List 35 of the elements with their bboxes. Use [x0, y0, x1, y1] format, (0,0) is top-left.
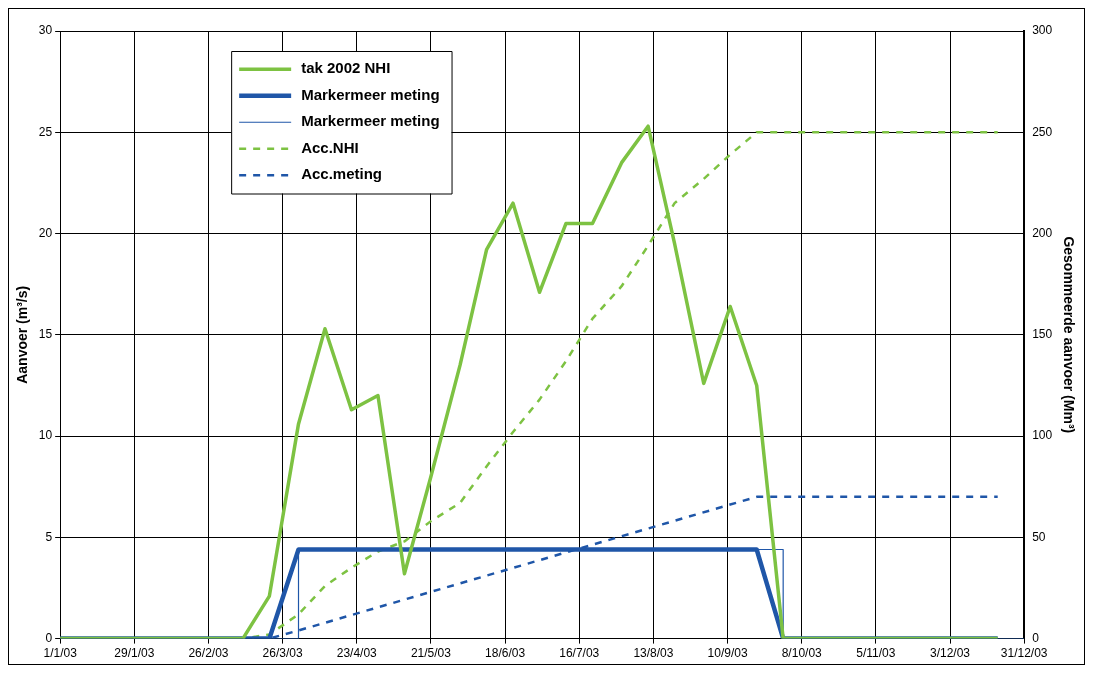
y2-tick-label: 50 [1032, 529, 1046, 544]
x-tick-label: 23/4/03 [336, 646, 378, 661]
legend-label: Acc.NHI [301, 138, 359, 156]
x-tick-label: 18/6/03 [485, 646, 526, 661]
x-tick-label: 16/7/03 [559, 646, 600, 661]
x-tick-label: 13/8/03 [633, 646, 674, 661]
legend-label: Markermeer meting [301, 112, 440, 130]
y-tick-label: 15 [38, 327, 53, 342]
x-tick-label: 21/5/03 [410, 646, 452, 661]
x-tick-label: 5/11/03 [856, 646, 896, 661]
x-tick-label: 29/1/03 [114, 646, 155, 661]
y2-tick-label: 300 [1032, 23, 1053, 38]
y-tick-label: 10 [38, 428, 53, 443]
y2-tick-label: 0 [1032, 630, 1040, 645]
x-tick-label: 1/1/03 [43, 646, 78, 661]
legend-label: Acc.meting [301, 165, 383, 183]
y-tick-label: 0 [45, 630, 53, 645]
y-tick-label: 25 [38, 124, 53, 139]
y2-axis-title: Gesommeerde aanvoer (Mm³) [1060, 236, 1077, 434]
x-tick-label: 8/10/03 [781, 646, 823, 661]
x-tick-label: 3/12/03 [930, 646, 971, 661]
x-tick-label: 26/3/03 [262, 646, 303, 661]
y2-tick-label: 250 [1032, 124, 1053, 139]
legend-label: Markermeer meting [301, 85, 440, 103]
y-tick-label: 20 [38, 225, 53, 240]
y2-tick-label: 200 [1032, 225, 1053, 240]
y-axis-title: Aanvoer (m³/s) [14, 285, 31, 384]
x-tick-label: 10/9/03 [707, 646, 748, 661]
legend-label: tak 2002 NHI [301, 59, 391, 77]
y-tick-label: 30 [38, 23, 53, 38]
x-tick-label: 31/12/03 [1000, 646, 1048, 661]
x-tick-label: 26/2/03 [188, 646, 229, 661]
y-tick-label: 5 [45, 529, 53, 544]
y2-tick-label: 150 [1032, 327, 1053, 342]
y2-tick-label: 100 [1032, 428, 1053, 443]
